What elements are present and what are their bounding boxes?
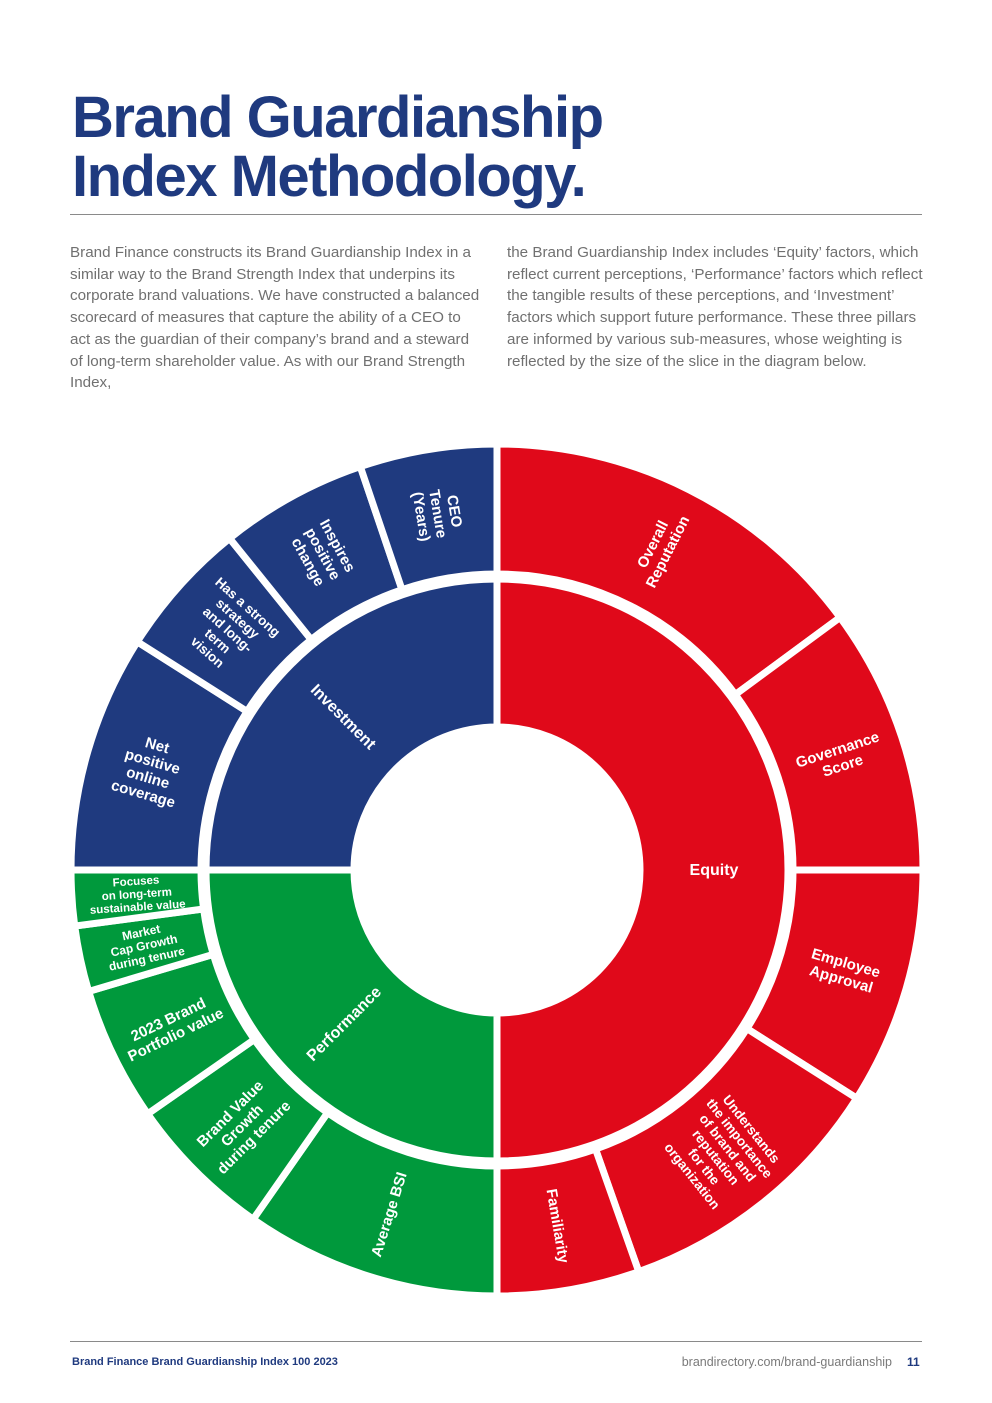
svg-text:Focuses: Focuses xyxy=(112,874,159,889)
pillar-equity xyxy=(493,575,792,1165)
svg-text:Net: Net xyxy=(143,734,171,757)
segment-ceo-tenure-years xyxy=(355,440,501,595)
intro-paragraph-left: Brand Finance constructs its Brand Guard… xyxy=(70,244,480,392)
svg-text:on long-term: on long-term xyxy=(101,887,172,904)
intro-paragraph-right: the Brand Guardianship Index includes ‘E… xyxy=(507,244,923,370)
pillar-investment xyxy=(202,575,501,874)
svg-text:CEO: CEO xyxy=(443,494,465,529)
title-line-2: Index Methodology. xyxy=(72,144,587,209)
title-line-1: Brand Guardianship xyxy=(72,85,604,150)
page-title: Brand Guardianship Index Methodology. xyxy=(72,85,604,209)
footer-url-link[interactable]: brandirectory.com/brand-guardianship xyxy=(681,1355,892,1369)
footer-report-title: Brand Finance Brand Guardianship Index 1… xyxy=(72,1356,338,1368)
top-divider xyxy=(70,214,922,215)
pillar-label-equity: Equity xyxy=(690,862,739,879)
pillar-performance xyxy=(202,866,501,1165)
page-number: 11 xyxy=(907,1355,920,1369)
footer-divider xyxy=(70,1341,922,1342)
